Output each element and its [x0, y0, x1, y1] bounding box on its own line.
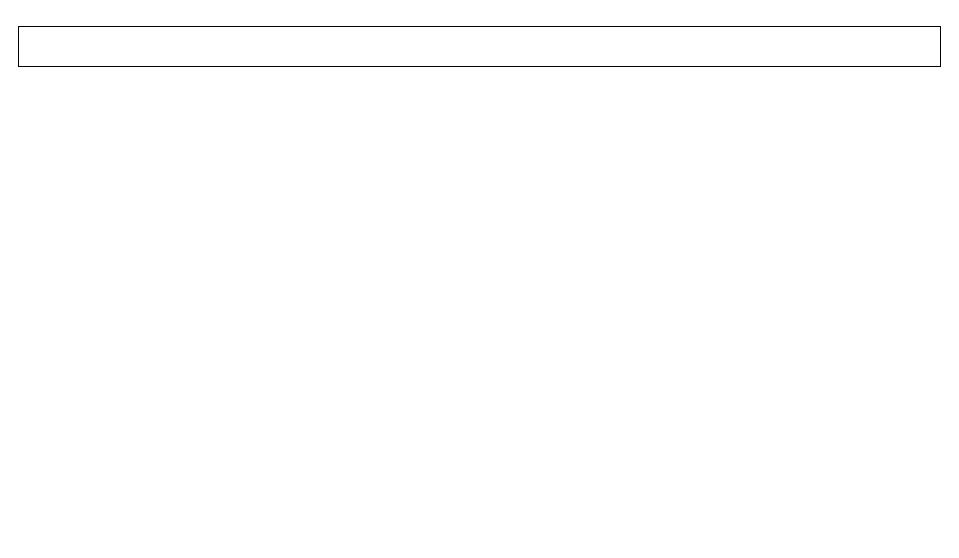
- main-table: [18, 26, 941, 67]
